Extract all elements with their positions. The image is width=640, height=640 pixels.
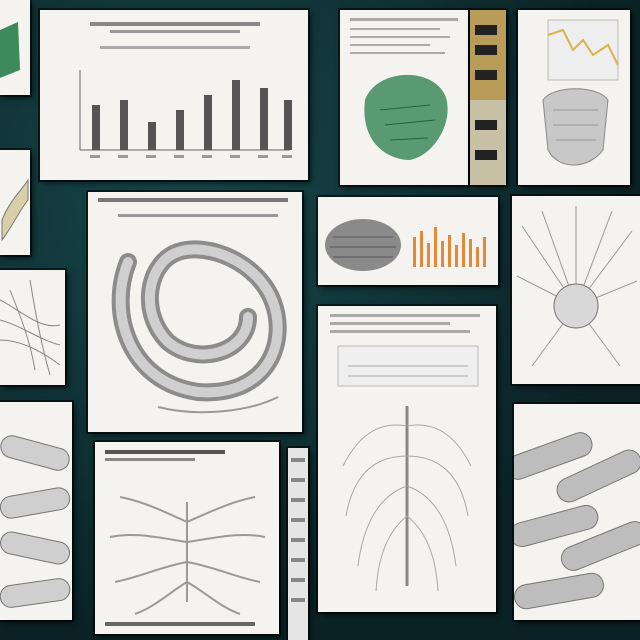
- bar-chart-icon: [79, 22, 292, 158]
- ribbed-tree-sheet: [318, 306, 496, 612]
- branching-tree-sheet: [95, 442, 279, 634]
- left-tube-fragment: [0, 402, 72, 620]
- branching-tree-icon: [105, 450, 266, 626]
- green-specimen-icon: [0, 22, 20, 78]
- fiber-icon: [0, 279, 61, 376]
- label-strip: [470, 10, 506, 185]
- green-organ-icon: [350, 18, 458, 160]
- orange-bars-sheet: [318, 197, 498, 285]
- top-left-green-fragment: [0, 0, 30, 95]
- line-chart-organ-sheet: [518, 10, 630, 185]
- orange-bar-chart-icon: [325, 219, 486, 271]
- left-coil-fragment: [0, 150, 30, 255]
- strip-icon: [291, 458, 305, 602]
- coiled-anatomy-icon: [98, 198, 288, 414]
- radiating-organ-sheet: [512, 196, 640, 384]
- tube-icon: [0, 435, 71, 608]
- tube-cluster-sheet: [514, 404, 640, 620]
- radiating-organ-icon: [516, 206, 638, 367]
- bar-chart-sheet: [40, 10, 308, 180]
- vertical-strip: [288, 448, 308, 640]
- green-anatomy-sheet: [340, 10, 468, 185]
- coil-icon: [1, 178, 29, 242]
- tube-cluster-icon: [514, 432, 640, 610]
- line-chart-icon: [542, 19, 619, 166]
- ribbed-tree-icon: [330, 314, 480, 592]
- left-fiber-fragment: [0, 270, 65, 385]
- label-strip-icon: [470, 10, 506, 160]
- coiled-anatomy-sheet: [88, 192, 302, 432]
